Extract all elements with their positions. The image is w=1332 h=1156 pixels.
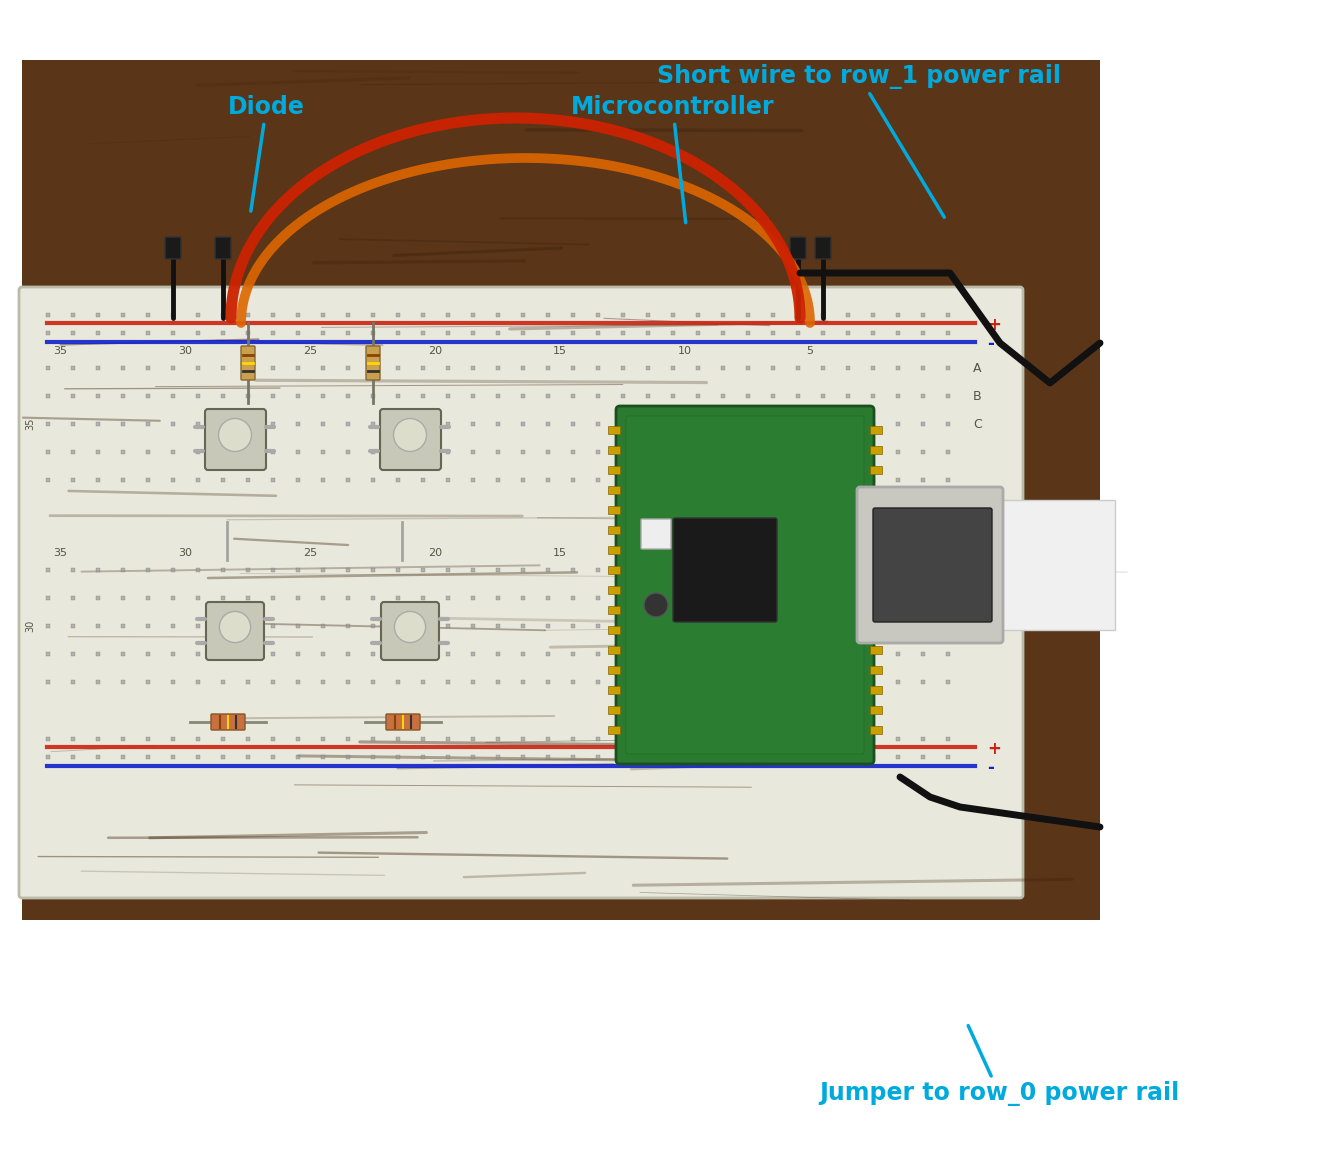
FancyBboxPatch shape: [870, 506, 882, 514]
FancyBboxPatch shape: [815, 237, 831, 259]
FancyBboxPatch shape: [607, 546, 619, 554]
FancyBboxPatch shape: [607, 686, 619, 694]
Text: 20: 20: [428, 548, 442, 558]
FancyBboxPatch shape: [607, 586, 619, 594]
Text: 35: 35: [53, 346, 67, 356]
FancyBboxPatch shape: [870, 646, 882, 654]
Text: Jumper to row_0 power rail: Jumper to row_0 power rail: [819, 1025, 1179, 1106]
Text: -: -: [987, 759, 994, 777]
Text: 30: 30: [25, 620, 35, 632]
Text: B: B: [972, 390, 982, 402]
FancyBboxPatch shape: [607, 726, 619, 734]
FancyBboxPatch shape: [673, 518, 777, 622]
Circle shape: [394, 612, 426, 643]
FancyBboxPatch shape: [615, 406, 874, 764]
Text: +: +: [987, 740, 1000, 758]
FancyBboxPatch shape: [380, 409, 441, 470]
FancyBboxPatch shape: [870, 486, 882, 494]
Circle shape: [220, 612, 250, 643]
FancyBboxPatch shape: [870, 427, 882, 434]
Text: 30: 30: [178, 346, 192, 356]
Text: 10: 10: [678, 548, 693, 558]
FancyBboxPatch shape: [607, 506, 619, 514]
FancyBboxPatch shape: [856, 487, 1003, 643]
Text: 25: 25: [302, 548, 317, 558]
Text: +: +: [987, 316, 1000, 334]
FancyBboxPatch shape: [870, 726, 882, 734]
Circle shape: [393, 418, 426, 452]
FancyBboxPatch shape: [607, 526, 619, 534]
FancyBboxPatch shape: [870, 706, 882, 714]
Circle shape: [643, 593, 669, 617]
FancyBboxPatch shape: [607, 706, 619, 714]
FancyBboxPatch shape: [23, 60, 1100, 920]
FancyBboxPatch shape: [607, 566, 619, 575]
FancyBboxPatch shape: [206, 602, 264, 660]
Text: 5: 5: [806, 346, 814, 356]
FancyBboxPatch shape: [870, 686, 882, 694]
FancyBboxPatch shape: [165, 237, 181, 259]
FancyBboxPatch shape: [210, 714, 245, 729]
FancyBboxPatch shape: [870, 446, 882, 454]
Text: 35: 35: [53, 548, 67, 558]
Text: -: -: [987, 335, 994, 353]
Text: A: A: [972, 362, 982, 375]
FancyBboxPatch shape: [626, 416, 864, 754]
FancyBboxPatch shape: [241, 346, 254, 380]
FancyBboxPatch shape: [607, 646, 619, 654]
Text: 15: 15: [553, 548, 567, 558]
FancyBboxPatch shape: [381, 602, 440, 660]
FancyBboxPatch shape: [366, 346, 380, 380]
FancyBboxPatch shape: [870, 566, 882, 575]
Text: Microcontroller: Microcontroller: [571, 95, 774, 223]
FancyBboxPatch shape: [607, 666, 619, 674]
FancyBboxPatch shape: [872, 507, 992, 622]
FancyBboxPatch shape: [607, 486, 619, 494]
FancyBboxPatch shape: [641, 519, 671, 549]
Circle shape: [218, 418, 252, 452]
FancyBboxPatch shape: [607, 606, 619, 614]
Text: 5: 5: [806, 548, 814, 558]
FancyBboxPatch shape: [870, 526, 882, 534]
FancyBboxPatch shape: [870, 666, 882, 674]
FancyBboxPatch shape: [607, 466, 619, 474]
FancyBboxPatch shape: [870, 586, 882, 594]
Text: 10: 10: [678, 346, 693, 356]
Text: 30: 30: [178, 548, 192, 558]
Text: 20: 20: [428, 346, 442, 356]
FancyBboxPatch shape: [790, 237, 806, 259]
FancyBboxPatch shape: [19, 287, 1023, 898]
Text: Short wire to row_1 power rail: Short wire to row_1 power rail: [657, 64, 1062, 217]
FancyBboxPatch shape: [386, 714, 420, 729]
FancyBboxPatch shape: [870, 546, 882, 554]
Text: C: C: [972, 417, 982, 430]
Text: Diode: Diode: [228, 95, 305, 212]
FancyBboxPatch shape: [870, 627, 882, 633]
Text: 25: 25: [302, 346, 317, 356]
Text: 35: 35: [25, 417, 35, 430]
FancyBboxPatch shape: [995, 501, 1115, 630]
FancyBboxPatch shape: [607, 627, 619, 633]
FancyBboxPatch shape: [214, 237, 230, 259]
FancyBboxPatch shape: [607, 446, 619, 454]
FancyBboxPatch shape: [870, 606, 882, 614]
FancyBboxPatch shape: [607, 427, 619, 434]
Text: 15: 15: [553, 346, 567, 356]
FancyBboxPatch shape: [205, 409, 266, 470]
FancyBboxPatch shape: [870, 466, 882, 474]
